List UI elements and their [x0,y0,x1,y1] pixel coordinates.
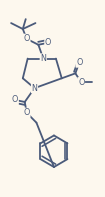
Text: O: O [78,78,84,87]
Text: O: O [45,38,51,47]
Text: N: N [32,84,37,93]
Text: N: N [32,84,37,93]
Text: O: O [24,34,30,43]
Text: O: O [24,108,30,117]
Text: O: O [76,58,82,67]
Text: O: O [24,108,30,117]
Text: N: N [40,54,46,63]
Text: O: O [78,78,84,87]
Text: N: N [40,54,46,63]
Text: O: O [24,34,30,43]
Text: O: O [12,96,18,104]
Text: O: O [76,58,82,67]
Text: O: O [45,38,51,47]
Text: O: O [12,96,18,104]
